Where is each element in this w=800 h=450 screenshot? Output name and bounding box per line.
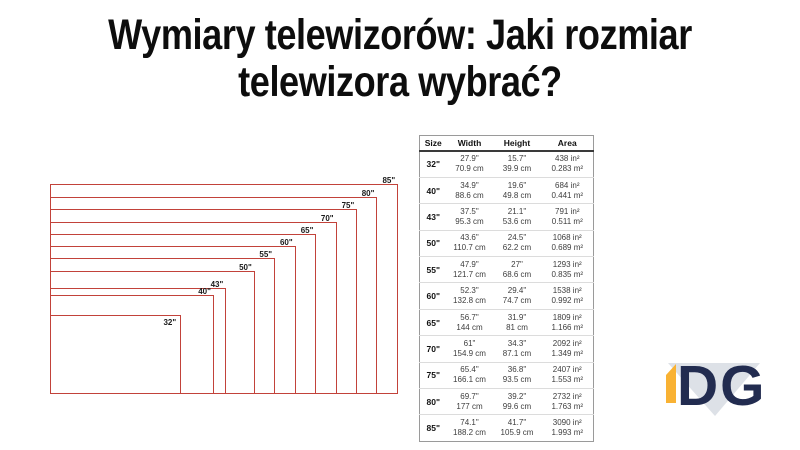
cell-size: 85" — [419, 414, 447, 442]
brand-logo: DG — [658, 350, 764, 418]
table-row: 70" 61" 154.9 cm 34.3" 87.1 cm 2092 in² 1.349 … — [419, 335, 594, 363]
cell-value: 2407 in² 1.553 m² — [541, 361, 594, 389]
cell-value: 21.1" 53.6 cm — [492, 203, 542, 231]
table-row: 43" 37.5" 95.3 cm 21.1" 53.6 cm 791 in² 0.511 … — [419, 203, 594, 231]
cell-value: 791 in² 0.511 m² — [541, 203, 594, 231]
table-row: 85" 74.1" 188.2 cm 41.7" 105.9 cm 3090 in² 1.9… — [419, 414, 594, 442]
tv-rect-label: 60" — [279, 238, 293, 248]
cell-value: 684 in² 0.441 m² — [541, 176, 594, 204]
cell-value: 74.1" 188.2 cm — [446, 414, 493, 442]
cell-value: 3090 in² 1.993 m² — [541, 414, 594, 442]
cell-size: 80" — [419, 388, 447, 415]
cell-value: 65.4" 166.1 cm — [446, 361, 493, 389]
cell-value: 15.7" 39.9 cm — [502, 154, 532, 174]
cell-size: 75" — [419, 361, 447, 389]
page-title: Wymiary telewizorów: Jaki rozmiar telewi… — [0, 12, 800, 106]
table-row: 65" 56.7" 144 cm 31.9" 81 cm 1809 in² 1.166 m² — [419, 308, 594, 336]
table-header-row: Size Width Height Area — [419, 135, 594, 152]
cell-value: 2092 in² 1.349 m² — [541, 335, 594, 363]
logo-letters: DG — [677, 354, 764, 418]
cell-size: 43" — [419, 203, 447, 231]
cell-value: 2732 in² 1.763 m² — [541, 388, 594, 415]
cell-value: 52.3" 132.8 cm — [446, 282, 493, 310]
cell-size: 70" — [419, 335, 447, 363]
cell-value: 41.7" 105.9 cm — [492, 414, 542, 442]
cell-value: 69.7" 177 cm — [446, 388, 493, 415]
cell-size: 40" — [419, 176, 447, 204]
col-header-size: Size — [419, 135, 447, 152]
tv-rect-label: 32" — [163, 318, 177, 327]
table-row: 32" 27.9" 70.9 cm 15.7" 39.9 cm 438 in² 0.283 … — [420, 151, 594, 177]
table-row: 75" 65.4" 166.1 cm 36.8" 93.5 cm 2407 in² 1.55… — [419, 361, 594, 389]
tv-rect-label: 40" — [198, 287, 211, 297]
tv-rect-label: 85" — [382, 176, 396, 186]
tv-rect-label: 80" — [361, 188, 375, 198]
tv-rect-32: 32" — [50, 315, 182, 394]
tv-rect-label: 43" — [210, 279, 224, 289]
cell-value: 31.9" 81 cm — [492, 308, 542, 336]
cell-size: 55" — [419, 256, 447, 283]
cell-value: 27.9" 70.9 cm — [455, 154, 484, 174]
cell-value: 61" 154.9 cm — [446, 335, 493, 363]
tv-size-diagram: 85" 80" 75" 70" 65" 60" 55" 50" 43" 40" 32" — [50, 176, 399, 394]
title-line-1: Wymiary telewizorów: Jaki rozmiar — [108, 11, 692, 59]
cell-value: 438 in² 0.283 m² — [551, 154, 584, 174]
tv-size-table: Size Width Height Area 32" 27.9" 70.9 cm 15… — [419, 135, 594, 442]
cell-value: 36.8" 93.5 cm — [492, 361, 542, 389]
logo-yellow-bar — [666, 364, 676, 403]
col-header-area: Area — [541, 135, 594, 152]
cell-value: 1068 in² 0.689 m² — [541, 229, 594, 257]
tv-rect-label: 50" — [239, 262, 252, 272]
col-header-height: Height — [492, 135, 542, 152]
logo-diamond-shape — [668, 363, 760, 416]
cell-value: 29.4" 74.7 cm — [492, 282, 542, 310]
cell-size: 60" — [419, 282, 447, 310]
tv-rect-label: 55" — [259, 250, 273, 260]
col-header-width: Width — [446, 135, 493, 152]
cell-value: 56.7" 144 cm — [446, 308, 493, 336]
cell-size: 50" — [419, 229, 447, 257]
cell-size: 65" — [419, 308, 447, 336]
tv-rect-label: 75" — [341, 200, 355, 210]
cell-value: 1293 in² 0.835 m² — [541, 256, 594, 283]
tv-rect-label: 65" — [300, 225, 314, 235]
cell-value: 1809 in² 1.166 m² — [541, 308, 594, 336]
cell-value: 1538 in² 0.992 m² — [541, 282, 594, 310]
cell-value: 34.3" 87.1 cm — [492, 335, 542, 363]
table-row: 80" 69.7" 177 cm 39.2" 99.6 cm 2732 in² 1.763 … — [419, 388, 594, 415]
table-row: 40" 34.9" 88.6 cm 19.6" 49.8 cm 684 in² 0.441 … — [419, 176, 594, 204]
table-row: 50" 43.6" 110.7 cm 24.5" 62.2 cm 1068 in² 0.68… — [419, 229, 594, 257]
cell-value: 47.9" 121.7 cm — [446, 256, 493, 283]
cell-value: 34.9" 88.6 cm — [446, 176, 493, 204]
table-row: 55" 47.9" 121.7 cm 27" 68.6 cm 1293 in² 0.835 … — [419, 256, 594, 283]
cell-size: 32" — [426, 159, 441, 170]
tv-rect-label: 70" — [320, 213, 334, 223]
cell-value: 43.6" 110.7 cm — [446, 229, 493, 257]
table-row: 60" 52.3" 132.8 cm 29.4" 74.7 cm 1538 in² 0.99… — [419, 282, 594, 310]
cell-value: 27" 68.6 cm — [492, 256, 542, 283]
table-body: 32" 27.9" 70.9 cm 15.7" 39.9 cm 438 in² 0.283 … — [419, 151, 594, 442]
cell-value: 37.5" 95.3 cm — [446, 203, 493, 231]
title-line-2: telewizora wybrać? — [238, 58, 562, 106]
cell-value: 39.2" 99.6 cm — [492, 388, 542, 415]
cell-value: 24.5" 62.2 cm — [492, 229, 542, 257]
cell-value: 19.6" 49.8 cm — [492, 176, 542, 204]
